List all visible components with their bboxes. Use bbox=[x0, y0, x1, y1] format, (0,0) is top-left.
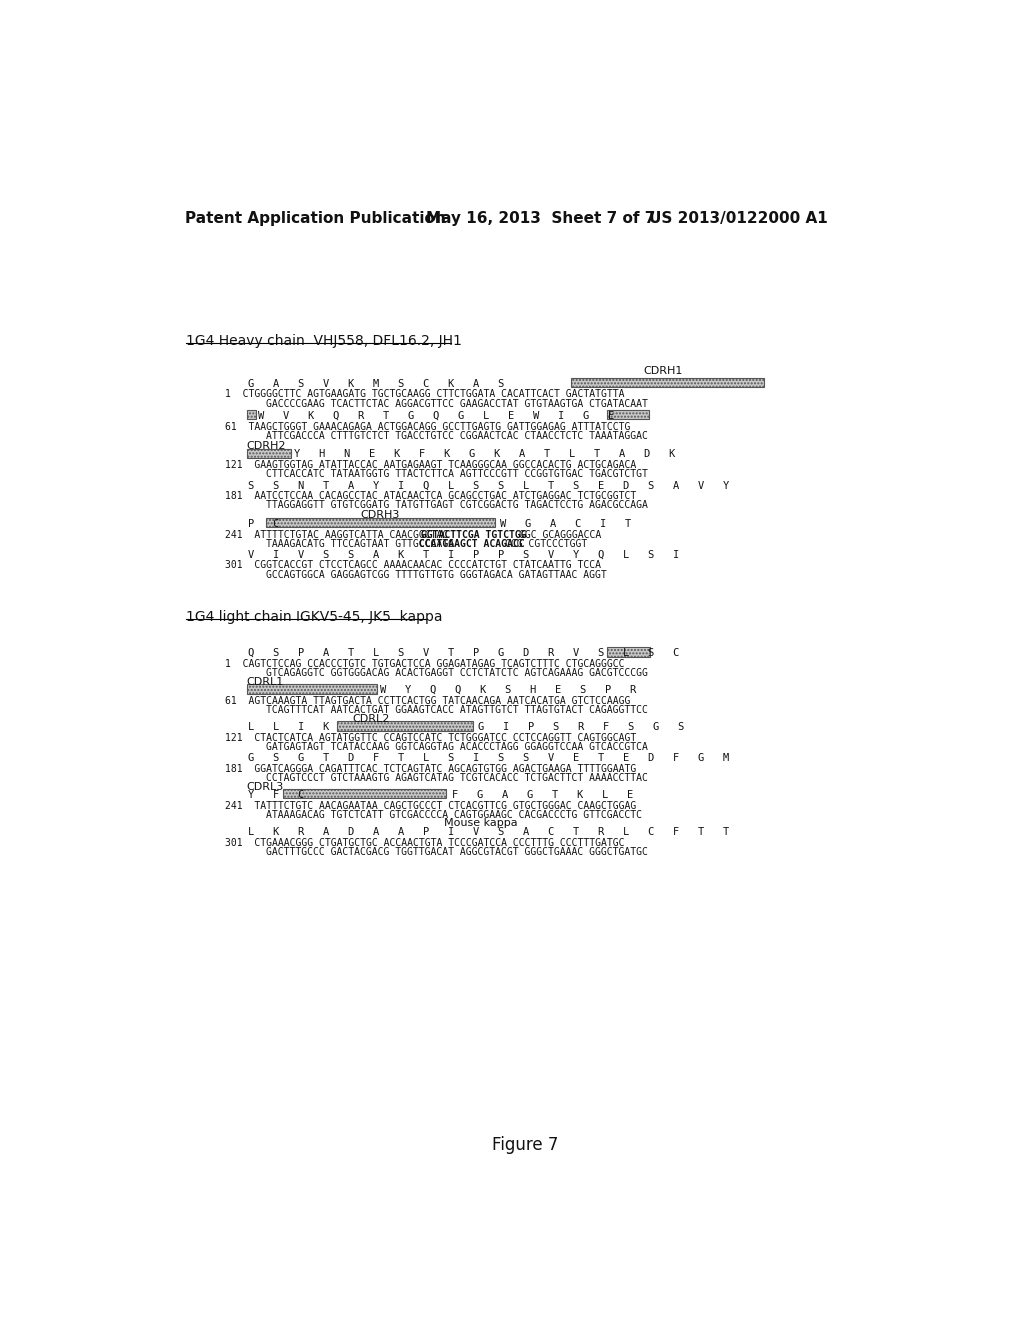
Text: CDRL3: CDRL3 bbox=[247, 781, 284, 792]
Text: Q   S   P   A   T   L   S   V   T   P   G   D   R   V   S   L   S   C: Q S P A T L S V T P G D R V S L S C bbox=[248, 648, 679, 659]
Text: S   S   N   T   A   Y   I   Q   L   S   S   L   T   S   E   D   S   A   V   Y: S S N T A Y I Q L S S L T S E D S A V Y bbox=[248, 480, 729, 490]
Text: 61  AGTCAAAGTA TTAGTGACTA CCTTCACTGG TATCAACAGA AATCACATGA GTCTCCAAGG: 61 AGTCAAAGTA TTAGTGACTA CCTTCACTGG TATC… bbox=[225, 696, 630, 706]
Text: F   G   A   G   T   K   L   E: F G A G T K L E bbox=[452, 789, 633, 800]
Text: Y   H   N   E   K   F   K   G   K   A   T   L   T   A   D   K: Y H N E K F K G K A T L T A D K bbox=[294, 449, 675, 459]
Text: Figure 7: Figure 7 bbox=[492, 1137, 558, 1154]
Bar bbox=[247, 684, 377, 693]
Text: US 2013/0122000 A1: US 2013/0122000 A1 bbox=[649, 211, 827, 226]
Text: CDRH3: CDRH3 bbox=[360, 511, 400, 520]
Bar bbox=[607, 411, 649, 420]
Text: CCATGAAGCT ACAGACC: CCATGAAGCT ACAGACC bbox=[414, 539, 525, 549]
Text: TTAGGAGGTT GTGTCGGATG TATGTTGAGT CGTCGGACTG TAGACTCCTG AGACGCCAGA: TTAGGAGGTT GTGTCGGATG TATGTTGAGT CGTCGGA… bbox=[266, 500, 648, 511]
Text: 121  CTACTCATCA AGTATGGTTC CCAGTCCATC TCTGGGATCC CCTCCAGGTT CAGTGGCAGT: 121 CTACTCATCA AGTATGGTTC CCAGTCCATC TCT… bbox=[225, 733, 636, 743]
Text: 301  CTGAAACGGG CTGATGCTGC ACCAACTGTA TCCCGATCCA CCCTTTG CCCTTTGATGC: 301 CTGAAACGGG CTGATGCTGC ACCAACTGTA TCC… bbox=[225, 838, 625, 847]
Text: 181  AATCCTCCAA CACAGCCTAC ATACAACTCA GCAGCCTGAC ATCTGAGGAC TCTGCGGTCT: 181 AATCCTCCAA CACAGCCTAC ATACAACTCA GCA… bbox=[225, 491, 636, 502]
Text: Patent Application Publication: Patent Application Publication bbox=[184, 211, 445, 226]
Text: May 16, 2013  Sheet 7 of 7: May 16, 2013 Sheet 7 of 7 bbox=[426, 211, 655, 226]
Text: GACCCCGAAG TCACTTCTAC AGGACGTTCC GAAGACCTAT GTGTAAGTGA CTGATACAAT: GACCCCGAAG TCACTTCTAC AGGACGTTCC GAAGACC… bbox=[266, 399, 648, 409]
Text: CCTAGTCCCT GTCTAAAGTG AGAGTCATAG TCGTCACACC TCTGACTTCT AAAACCTTAC: CCTAGTCCCT GTCTAAAGTG AGAGTCATAG TCGTCAC… bbox=[266, 774, 648, 783]
Bar bbox=[283, 789, 445, 799]
Text: L   L   I   K: L L I K bbox=[248, 722, 330, 733]
Text: GCCAGTGGCA GAGGAGTCGG TTTTGTTGTG GGGTAGACA GATAGTTAAC AGGT: GCCAGTGGCA GAGGAGTCGG TTTTGTTGTG GGGTAGA… bbox=[266, 570, 606, 579]
Text: GACTTTGCCC GACTACGACG TGGTTGACAT AGGCGTACGT GGGCTGAAAC GGGCTGATGC: GACTTTGCCC GACTACGACG TGGTTGACAT AGGCGTA… bbox=[266, 847, 648, 857]
Text: CDRL2: CDRL2 bbox=[352, 714, 390, 725]
Text: P   C: P C bbox=[248, 519, 280, 529]
Text: W   V   K   Q   R   T   G   Q   G   L   E   W   I   G   E: W V K Q R T G Q G L E W I G E bbox=[258, 411, 614, 421]
Bar bbox=[607, 647, 649, 656]
Text: W   Y   Q   Q   K   S   H   E   S   P   R: W Y Q Q K S H E S P R bbox=[380, 685, 636, 696]
Text: ATAAAGACAG TGTCTCATT GTCGACCCCA CAGTGGAAGC CACGACCCTG GTTCGACCTC: ATAAAGACAG TGTCTCATT GTCGACCCCA CAGTGGAA… bbox=[266, 810, 642, 820]
Text: CDRL1: CDRL1 bbox=[247, 677, 284, 688]
Bar bbox=[571, 378, 764, 387]
Text: 121  GAAGTGGTAG ATATTACCAC AATGAGAAGT TCAAGGGCAA GGCCACACTG ACTGCAGACA: 121 GAAGTGGTAG ATATTACCAC AATGAGAAGT TCA… bbox=[225, 461, 636, 470]
Text: GGTACTTCGA TGTCTGG: GGTACTTCGA TGTCTGG bbox=[415, 529, 526, 540]
Text: G   I   P   S   R   F   S   G   S: G I P S R F S G S bbox=[478, 722, 685, 733]
Text: 301  CGGTCACCGT CTCCTCAGCC AAAACAACAC CCCCATCTGT CTATCAATTG TCCA: 301 CGGTCACCGT CTCCTCAGCC AAAACAACAC CCC… bbox=[225, 561, 601, 570]
Text: 1G4 Heavy chain  VHJ558, DFL16.2, JH1: 1G4 Heavy chain VHJ558, DFL16.2, JH1 bbox=[186, 334, 462, 348]
Text: Mouse kappa: Mouse kappa bbox=[444, 818, 518, 828]
Text: W   G   A   C   I   T: W G A C I T bbox=[500, 519, 631, 529]
Text: L   K   R   A   D   A   A   P   I   V   S   A   C   T   R   L   C   F   T   T: L K R A D A A P I V S A C T R L C F T T bbox=[248, 826, 729, 837]
Text: TAAAGACATG TTCCAGTAAT GTTGCCCATG: TAAAGACATG TTCCAGTAAT GTTGCCCATG bbox=[266, 539, 454, 549]
Text: GGC GCAGGGACCA: GGC GCAGGGACCA bbox=[519, 529, 602, 540]
Text: 1  CTGGGGCTTC AGTGAAGATG TGCTGCAAGG CTTCTGGATA CACATTCACT GACTATGTTA: 1 CTGGGGCTTC AGTGAAGATG TGCTGCAAGG CTTCT… bbox=[225, 389, 625, 400]
Text: Y   F   C: Y F C bbox=[248, 789, 304, 800]
Text: CDRH1: CDRH1 bbox=[643, 367, 683, 376]
Text: CTTCACCATC TATAATGGTG TTACTCTTCA AGTTCCCGTT CCGGTGTGAC TGACGTCTGT: CTTCACCATC TATAATGGTG TTACTCTTCA AGTTCCC… bbox=[266, 470, 648, 479]
Text: 1G4 light chain IGKV5-45, JK5  kappa: 1G4 light chain IGKV5-45, JK5 kappa bbox=[186, 610, 442, 623]
Text: V   I   V   S   S   A   K   T   I   P   P   S   V   Y   Q   L   S   I: V I V S S A K T I P P S V Y Q L S I bbox=[248, 549, 679, 560]
Bar bbox=[247, 411, 256, 420]
Text: 1  CAGTCTCCAG CCACCCTGTC TGTGACTCCA GGAGATAGAG TCAGTCTTTC CTGCAGGGCC: 1 CAGTCTCCAG CCACCCTGTC TGTGACTCCA GGAGA… bbox=[225, 659, 625, 669]
Text: GTCAGAGGTC GGTGGGACAG ACACTGAGGT CCTCTATCTC AGTCAGAAAG GACGTCCCGG: GTCAGAGGTC GGTGGGACAG ACACTGAGGT CCTCTAT… bbox=[266, 668, 648, 678]
Text: G   A   S   V   K   M   S   C   K   A   S: G A S V K M S C K A S bbox=[248, 379, 505, 388]
Text: 181  GGATCAGGGA CAGATTTCAC TCTCAGTATC AGCAGTGTGG AGACTGAAGA TTTTGGAATG: 181 GGATCAGGGA CAGATTTCAC TCTCAGTATC AGC… bbox=[225, 763, 636, 774]
Text: TCAGTTTCAT AATCACTGAT GGAAGTCACC ATAGTTGTCT TTAGTGTACT CAGAGGTTCC: TCAGTTTCAT AATCACTGAT GGAAGTCACC ATAGTTG… bbox=[266, 705, 648, 715]
Text: 241  TATTTCTGTC AACAGAATAA CAGCTGCCCT CTCACGTTCG GTGCTGGGAC CAAGCTGGAG: 241 TATTTCTGTC AACAGAATAA CAGCTGCCCT CTC… bbox=[225, 800, 636, 810]
Text: GATGAGTAGT TCATACCAAG GGTCAGGTAG ACACCCTAGG GGAGGTCCAA GTCACCGTCA: GATGAGTAGT TCATACCAAG GGTCAGGTAG ACACCCT… bbox=[266, 742, 648, 752]
Text: G   S   G   T   D   F   T   L   S   I   S   S   V   E   T   E   D   F   G   M: G S G T D F T L S I S S V E T E D F G M bbox=[248, 752, 729, 763]
Text: 61  TAAGCTGGGT GAAACAGAGA ACTGGACAGG GCCTTGAGTG GATTGGAGAG ATTTATCCTG: 61 TAAGCTGGGT GAAACAGAGA ACTGGACAGG GCCT… bbox=[225, 422, 630, 432]
Text: 241  ATTTTCTGTAC AAGGTCATTA CAACGGCTAC: 241 ATTTTCTGTAC AAGGTCATTA CAACGGCTAC bbox=[225, 529, 449, 540]
Text: CDRH2: CDRH2 bbox=[247, 441, 286, 451]
Bar bbox=[266, 517, 495, 527]
Text: ATTCGACCCA CTTTGTCTCT TGACCTGTCC CGGAACTCAC CTAACCTCTC TAAATAGGAC: ATTCGACCCA CTTTGTCTCT TGACCTGTCC CGGAACT… bbox=[266, 430, 648, 441]
Bar bbox=[247, 449, 291, 458]
Text: CCG CGTCCCTGGT: CCG CGTCCCTGGT bbox=[506, 539, 588, 549]
Bar bbox=[337, 721, 473, 730]
